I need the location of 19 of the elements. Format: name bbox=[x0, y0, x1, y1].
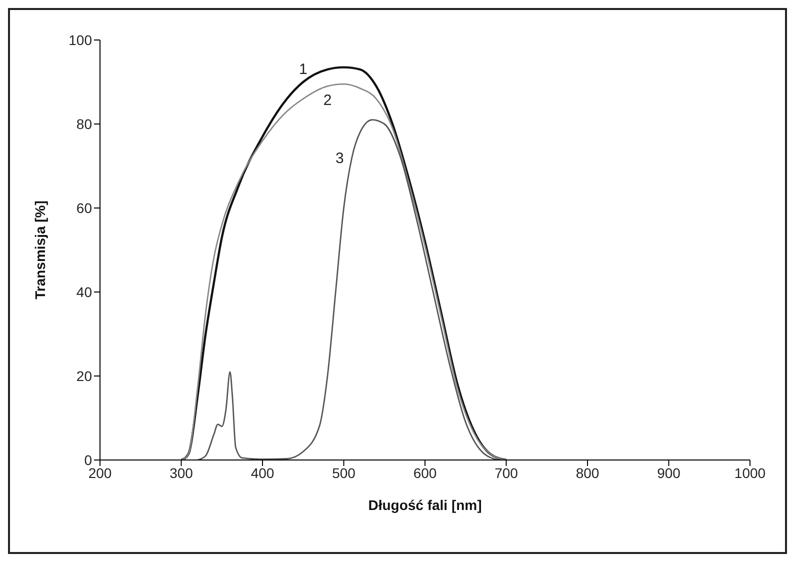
x-tick-label: 700 bbox=[494, 464, 518, 481]
x-tick-label: 900 bbox=[657, 464, 681, 481]
x-tick-label: 800 bbox=[576, 464, 600, 481]
x-tick-label: 600 bbox=[413, 464, 437, 481]
x-tick-label: 400 bbox=[250, 464, 274, 481]
annotation: 1 bbox=[298, 61, 308, 78]
y-tick-label: 20 bbox=[76, 368, 92, 384]
y-tick-label: 80 bbox=[76, 116, 92, 132]
x-tick-label: 1000 bbox=[734, 464, 766, 481]
annotation: 3 bbox=[336, 150, 344, 167]
line-series bbox=[196, 119, 499, 460]
x-tick-label: 300 bbox=[170, 464, 194, 481]
y-axis-title: Transmisja [%] bbox=[32, 200, 48, 300]
x-axis-title: Długość fali [nm] bbox=[368, 497, 482, 513]
y-tick-label: 40 bbox=[76, 284, 92, 300]
x-tick-label: 500 bbox=[332, 464, 356, 481]
y-tick-label: 60 bbox=[76, 200, 92, 216]
annotation: 2 bbox=[323, 92, 332, 109]
y-tick-label: 100 bbox=[68, 32, 92, 48]
